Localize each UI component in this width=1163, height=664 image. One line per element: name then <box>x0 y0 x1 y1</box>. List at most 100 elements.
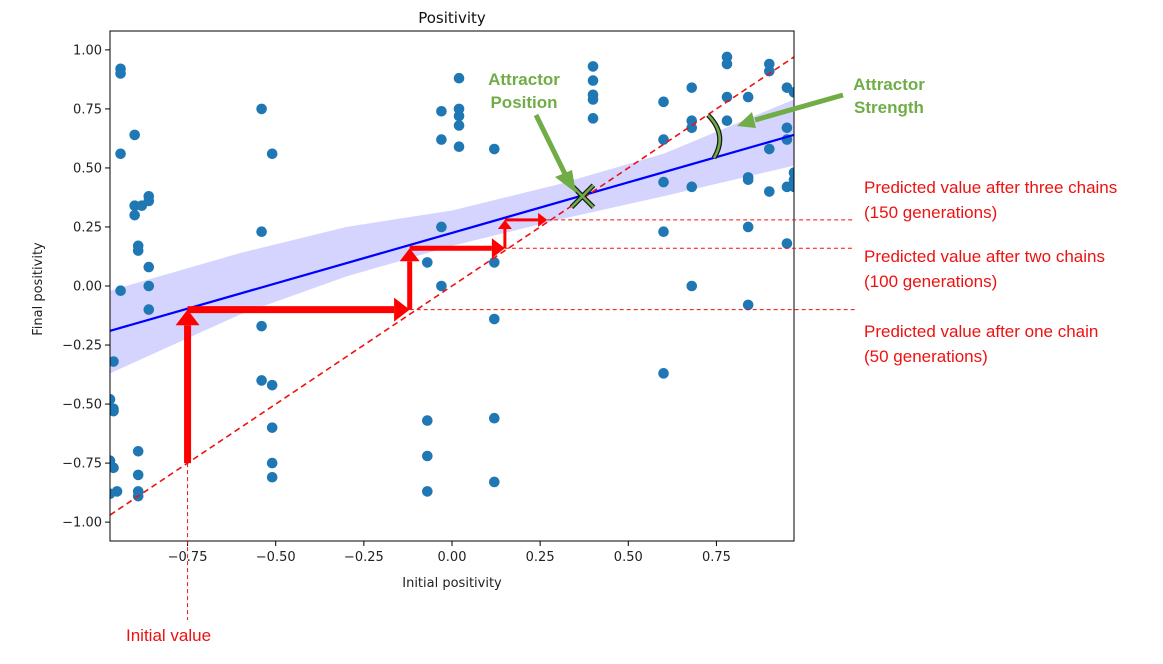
data-point <box>256 375 267 386</box>
data-point <box>781 238 793 249</box>
cobweb-step-5 <box>497 219 512 249</box>
y-tick-label: 0.50 <box>73 161 102 176</box>
data-point <box>658 176 669 188</box>
data-point <box>115 68 126 79</box>
data-point <box>436 280 447 292</box>
data-point <box>110 462 119 474</box>
data-point <box>143 304 155 315</box>
y-tick-label: −0.25 <box>62 339 102 354</box>
data-point <box>781 122 793 134</box>
cobweb-step-6 <box>504 212 548 227</box>
data-point <box>489 257 500 268</box>
cobweb-step-2 <box>187 297 410 322</box>
data-point <box>266 148 278 160</box>
data-point <box>256 103 267 115</box>
identity-line <box>110 56 794 516</box>
y-tick-label: −0.50 <box>62 398 102 413</box>
data-point <box>266 457 278 469</box>
cobweb-step-4 <box>409 238 505 259</box>
plot-area <box>110 51 794 516</box>
attractor-strength-arrow <box>737 92 844 128</box>
y-tick-label: 1.00 <box>73 43 102 58</box>
x-tick-label: −0.50 <box>256 550 296 565</box>
data-point <box>129 209 140 221</box>
after-two-label-1: Predicted value after two chains <box>864 247 1105 266</box>
after-one-label-2: (50 generations) <box>864 347 988 366</box>
data-point <box>143 195 155 207</box>
data-point <box>587 75 599 86</box>
data-point <box>256 320 267 332</box>
data-point <box>686 181 698 193</box>
data-point <box>422 450 433 462</box>
cobweb-step-3 <box>399 248 420 310</box>
data-point <box>132 245 144 256</box>
x-tick-label: 0.00 <box>438 550 467 565</box>
data-point <box>110 394 116 405</box>
data-point <box>587 94 599 105</box>
data-point <box>436 221 447 233</box>
y-tick-label: 0.75 <box>73 102 102 117</box>
cobweb-arrows <box>175 212 548 464</box>
x-axis-label: Initial positivity <box>402 576 502 591</box>
initial-value-label: Initial value <box>126 626 211 645</box>
after-two-label-2: (100 generations) <box>864 272 997 291</box>
attractor-strength-label-2: Strength <box>854 98 924 117</box>
data-point <box>266 379 278 391</box>
attractor-position-label-1: Attractor <box>488 70 560 89</box>
chart-title: Positivity <box>418 9 486 27</box>
data-point <box>764 65 775 77</box>
strength-arc <box>707 114 721 159</box>
after-three-label-2: (150 generations) <box>864 203 997 222</box>
data-point <box>266 422 278 433</box>
data-point <box>742 91 754 103</box>
y-axis-ticks: −1.00 −0.75 −0.50 −0.25 0.00 0.25 0.50 0.75 1.00 <box>62 43 110 531</box>
x-tick-label: 0.75 <box>702 550 731 565</box>
data-point <box>721 58 733 70</box>
data-point <box>721 91 733 103</box>
data-point <box>686 122 698 134</box>
x-tick-label: 0.25 <box>526 550 555 565</box>
data-point <box>115 148 126 160</box>
data-point <box>110 488 116 500</box>
data-point <box>143 280 155 292</box>
data-point <box>453 72 465 84</box>
data-point <box>256 226 267 237</box>
data-point <box>721 115 733 127</box>
data-point <box>489 412 500 424</box>
attractor-strength-label-1: Attractor <box>853 75 925 94</box>
x-axis-ticks: −0.75 −0.50 −0.25 0.00 0.25 0.50 0.75 <box>168 541 731 565</box>
data-point <box>143 261 155 273</box>
data-point <box>686 280 698 292</box>
data-point <box>788 181 794 193</box>
data-point <box>587 113 599 124</box>
data-point <box>489 476 500 488</box>
data-point <box>658 368 669 379</box>
data-point <box>453 110 465 122</box>
data-point <box>489 143 500 155</box>
data-point <box>266 471 278 483</box>
data-point <box>788 87 794 98</box>
attractor-position-arrow <box>533 113 576 193</box>
data-point <box>686 82 698 93</box>
x-tick-label: −0.25 <box>344 550 384 565</box>
data-point <box>436 134 447 145</box>
data-point <box>587 61 599 72</box>
cobweb-step-1 <box>175 309 200 464</box>
after-one-label-1: Predicted value after one chain <box>864 322 1098 341</box>
data-point <box>110 356 119 367</box>
data-point <box>764 143 775 155</box>
prediction-guides <box>187 219 855 620</box>
regression-line <box>110 133 794 332</box>
data-point <box>422 415 433 426</box>
data-point <box>658 134 669 145</box>
y-axis-label: Final positivity <box>31 242 46 336</box>
data-point <box>115 285 126 297</box>
data-point <box>453 141 465 152</box>
data-point <box>132 469 144 481</box>
data-point <box>658 226 669 237</box>
x-tick-label: 0.50 <box>614 550 643 565</box>
data-point <box>742 299 754 311</box>
y-tick-label: −1.00 <box>62 516 102 531</box>
y-tick-label: 0.00 <box>73 280 102 295</box>
